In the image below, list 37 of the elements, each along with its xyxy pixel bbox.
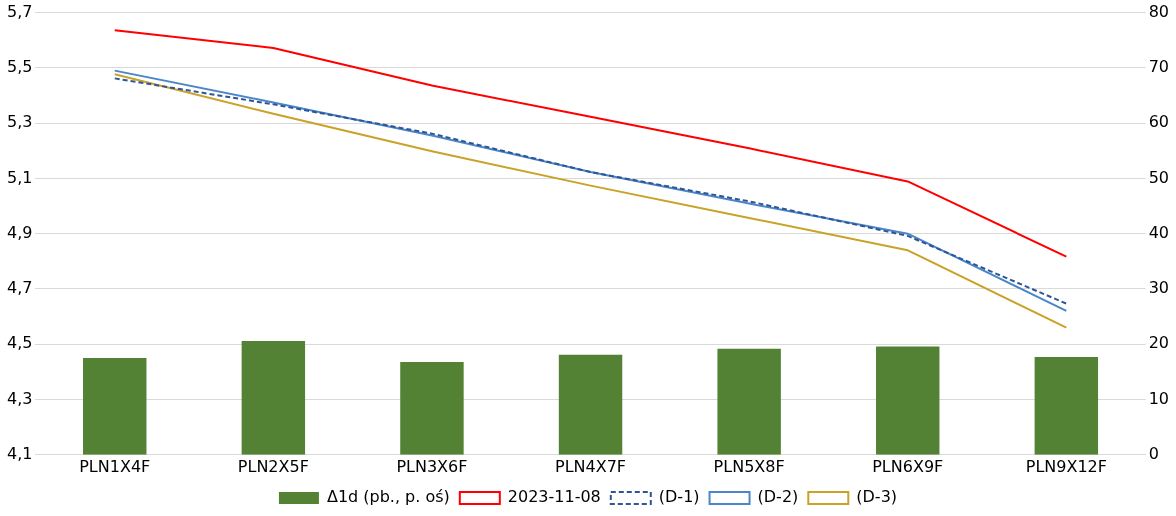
x-tick-label: PLN9X12F (1025, 456, 1107, 476)
x-tick-label: PLN3X6F (396, 456, 468, 476)
bar (717, 348, 781, 455)
bar (400, 361, 464, 455)
y2-tick-label: 80 (1148, 1, 1169, 21)
y-tick-label: 4,1 (6, 443, 33, 463)
y2-tick-label: 0 (1148, 443, 1159, 463)
x-tick-label: PLN4X7F (555, 456, 627, 476)
y2-tick-label: 70 (1148, 57, 1169, 77)
x-tick-label: PLN1X4F (79, 456, 151, 476)
x-tick-label: PLN2X5F (237, 456, 309, 476)
y2-tick-label: 20 (1148, 333, 1169, 353)
y2-tick-label: 50 (1148, 167, 1169, 187)
x-tick-label: PLN5X8F (713, 456, 785, 476)
x-tick-label: PLN6X9F (872, 456, 944, 476)
bar (241, 340, 306, 455)
legend-label: Δ1d (pb., p. oś) (326, 487, 450, 507)
y2-tick-label: 40 (1148, 222, 1169, 242)
legend-label: 2023-11-08 (507, 487, 601, 507)
y-tick-label: 4,5 (6, 333, 33, 353)
bar (876, 346, 940, 455)
y2-tick-label: 10 (1148, 388, 1169, 408)
y2-tick-label: 60 (1148, 112, 1169, 132)
y-tick-label: 5,1 (6, 167, 33, 187)
legend-label: (D-2) (757, 487, 799, 507)
y-tick-label: 5,3 (6, 112, 33, 132)
y-tick-label: 4,7 (6, 278, 33, 298)
y-tick-label: 5,7 (6, 1, 33, 21)
legend-label: (D-3) (856, 487, 898, 507)
y2-tick-label: 30 (1148, 278, 1169, 298)
y-tick-label: 4,3 (6, 388, 33, 408)
bar (1034, 356, 1099, 455)
bar (83, 358, 147, 455)
bar (558, 354, 623, 455)
y-tick-label: 4,9 (6, 222, 33, 242)
legend-label: (D-1) (658, 487, 700, 507)
y-tick-label: 5,5 (6, 57, 33, 77)
